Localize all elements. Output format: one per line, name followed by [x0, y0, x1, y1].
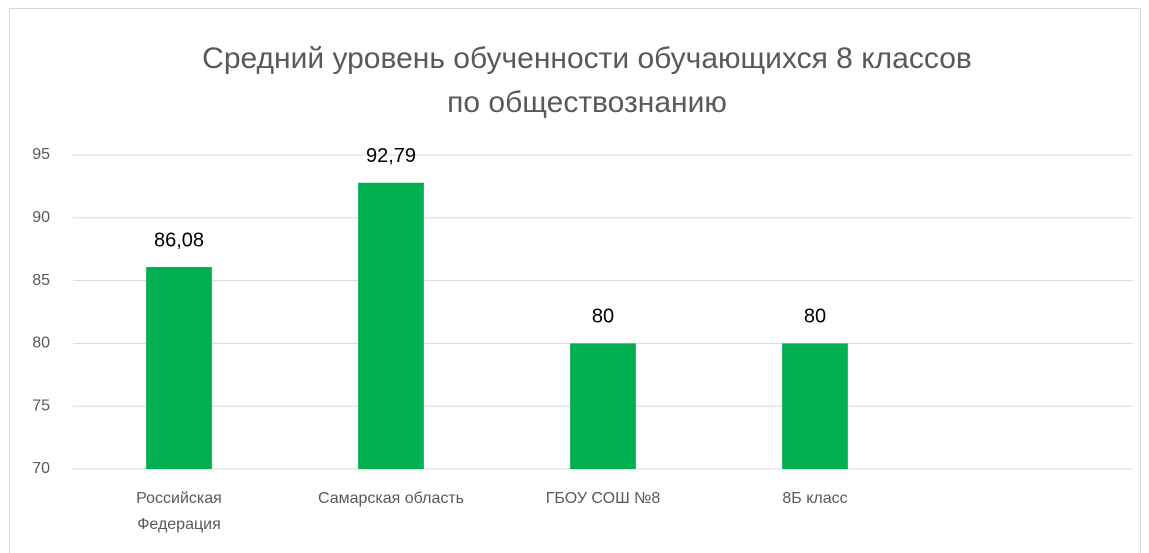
data-label: 80: [592, 306, 614, 328]
data-label: 86,08: [154, 229, 204, 251]
y-tick-label: 75: [32, 397, 50, 414]
x-tick-label: Самарская область: [317, 490, 465, 507]
chart-title: Средний уровень обученности обучающихся …: [202, 42, 972, 75]
y-tick-label: 85: [32, 272, 50, 289]
data-label: 92,79: [366, 145, 416, 167]
x-tick-label: 8Б класс: [782, 490, 848, 507]
data-label: 80: [804, 306, 826, 328]
x-tick-label: Российская Федерация: [136, 490, 222, 533]
y-tick-label: 90: [32, 209, 50, 226]
chart-title: по обществознанию: [447, 86, 727, 119]
bar: [358, 182, 424, 469]
y-tick-label: 95: [32, 146, 50, 163]
bar: [570, 343, 636, 469]
bar: [782, 343, 848, 469]
y-tick-label: 70: [32, 460, 50, 477]
bar: [146, 267, 212, 469]
x-tick-label: ГБОУ СОШ №8: [545, 490, 661, 507]
y-tick-label: 80: [32, 335, 50, 352]
